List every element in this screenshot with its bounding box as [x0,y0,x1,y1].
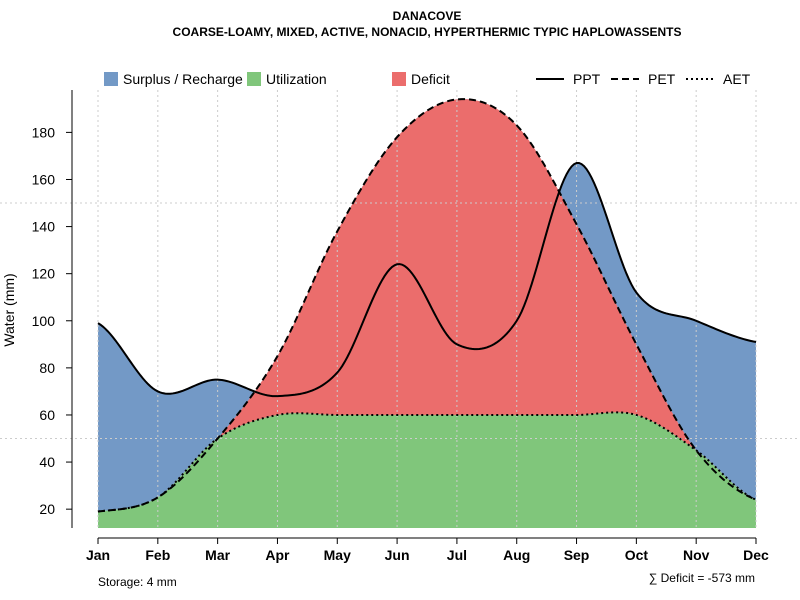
y-tick-label: 40 [39,454,55,470]
y-tick-label: 20 [39,501,55,517]
x-tick-label: Dec [743,547,769,563]
chart-subtitle: COARSE-LOAMY, MIXED, ACTIVE, NONACID, HY… [173,25,682,39]
deficit-area [98,99,756,512]
plot-area: 20 40 60 80 100 120 140 160 180 Jan Feb Mar Apr May Ju… [0,90,800,563]
y-axis-label: Water (mm) [1,273,17,346]
aet-line [97,411,757,513]
x-tick-label: May [324,547,351,563]
legend: Surplus / Recharge Utilization Deficit PPT P… [104,71,751,87]
legend-label: Deficit [411,71,450,87]
x-tick-label: Mar [205,547,230,563]
x-tick-label: Nov [683,547,710,563]
y-tick-label: 120 [32,266,56,282]
legend-label: Surplus / Recharge [123,71,243,87]
legend-swatch [247,72,261,86]
legend-label: Utilization [266,71,327,87]
y-tick-label: 140 [32,219,56,235]
legend-label: AET [723,71,751,87]
y-tick-label: 180 [32,124,56,140]
legend-label: PPT [573,71,601,87]
x-tick-label: Sep [564,547,590,563]
y-tick-label: 80 [39,360,55,376]
x-tick-label: Oct [625,547,649,563]
x-tick-label: Apr [265,547,290,563]
x-tick-label: Feb [145,547,170,563]
x-tick-label: Jan [86,547,110,563]
ppt-line [97,161,757,398]
y-tick-label: 160 [32,171,56,187]
y-tick-label: 60 [39,407,55,423]
x-tick-label: Aug [503,547,530,563]
y-tick-label: 100 [32,313,56,329]
legend-swatch [104,72,118,86]
legend-swatch [392,72,406,86]
legend-label: PET [648,71,676,87]
deficit-note: ∑ Deficit = -573 mm [649,571,755,585]
storage-note: Storage: 4 mm [98,575,177,589]
utilization-area [98,412,756,528]
x-tick-label: Jun [385,547,410,563]
chart-title: DANACOVE [393,9,462,23]
x-tick-label: Jul [447,547,467,563]
